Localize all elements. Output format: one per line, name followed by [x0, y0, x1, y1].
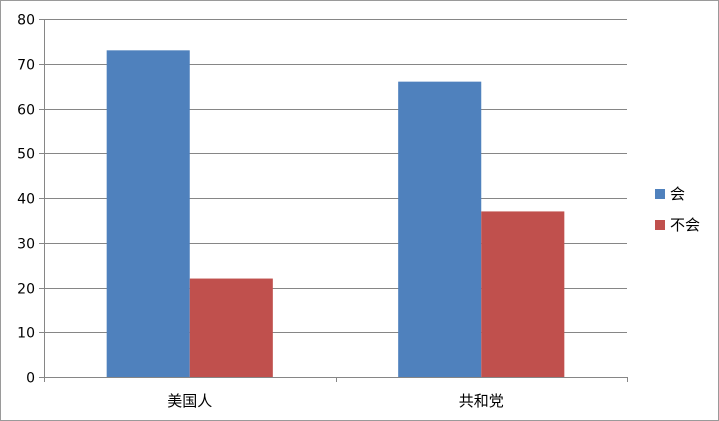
y-tick-label: 80: [17, 13, 35, 29]
axes: 0 10 20 30 40 50 60 70 80 美国人 共和党: [17, 13, 628, 410]
legend-swatch: [655, 220, 665, 230]
legend: 会不会: [655, 185, 700, 234]
y-tick-label: 30: [17, 237, 35, 253]
bars: [106, 50, 565, 378]
legend-swatch: [655, 189, 665, 199]
legend-label: 不会: [670, 216, 700, 234]
bar-hui-1: [398, 81, 482, 378]
y-tick-label: 40: [17, 192, 35, 208]
y-tick-label: 60: [17, 103, 35, 119]
x-category-label: 美国人: [167, 392, 212, 410]
x-category-label: 共和党: [459, 392, 504, 410]
y-tick-label: 20: [17, 282, 35, 298]
y-tick-label: 0: [26, 371, 35, 387]
bar-buhui-1: [481, 211, 565, 377]
y-tick-label: 70: [17, 58, 35, 74]
y-tick-label: 50: [17, 147, 35, 163]
bar-hui-0: [106, 50, 190, 377]
legend-label: 会: [670, 185, 685, 203]
y-tick-label: 10: [17, 326, 35, 342]
bar-buhui-0: [189, 278, 273, 377]
